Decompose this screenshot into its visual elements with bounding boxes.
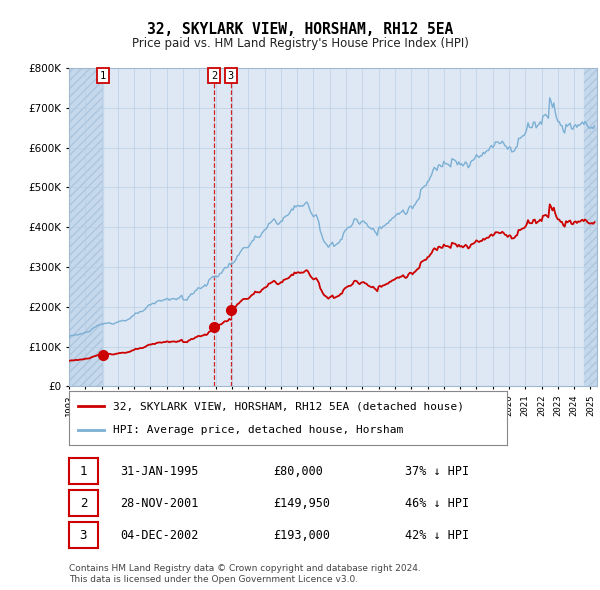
Text: 04-DEC-2002: 04-DEC-2002 <box>120 529 199 542</box>
Bar <box>69 68 103 386</box>
Text: 1: 1 <box>80 465 87 478</box>
Text: 2: 2 <box>80 497 87 510</box>
Text: £149,950: £149,950 <box>273 497 330 510</box>
Text: 42% ↓ HPI: 42% ↓ HPI <box>405 529 469 542</box>
Text: 46% ↓ HPI: 46% ↓ HPI <box>405 497 469 510</box>
Bar <box>584 68 597 386</box>
Bar <box>69 68 103 386</box>
Text: This data is licensed under the Open Government Licence v3.0.: This data is licensed under the Open Gov… <box>69 575 358 584</box>
Text: 28-NOV-2001: 28-NOV-2001 <box>120 497 199 510</box>
Text: £80,000: £80,000 <box>273 465 323 478</box>
Text: 3: 3 <box>227 71 234 81</box>
Text: 32, SKYLARK VIEW, HORSHAM, RH12 5EA: 32, SKYLARK VIEW, HORSHAM, RH12 5EA <box>147 22 453 37</box>
Text: Contains HM Land Registry data © Crown copyright and database right 2024.: Contains HM Land Registry data © Crown c… <box>69 565 421 573</box>
Text: HPI: Average price, detached house, Horsham: HPI: Average price, detached house, Hors… <box>113 425 403 435</box>
Text: 1: 1 <box>100 71 106 81</box>
Text: 32, SKYLARK VIEW, HORSHAM, RH12 5EA (detached house): 32, SKYLARK VIEW, HORSHAM, RH12 5EA (det… <box>113 401 464 411</box>
Text: Price paid vs. HM Land Registry's House Price Index (HPI): Price paid vs. HM Land Registry's House … <box>131 37 469 50</box>
Text: 37% ↓ HPI: 37% ↓ HPI <box>405 465 469 478</box>
Text: 2: 2 <box>211 71 217 81</box>
Text: £193,000: £193,000 <box>273 529 330 542</box>
Bar <box>584 68 597 386</box>
Text: 3: 3 <box>80 529 87 542</box>
Text: 31-JAN-1995: 31-JAN-1995 <box>120 465 199 478</box>
